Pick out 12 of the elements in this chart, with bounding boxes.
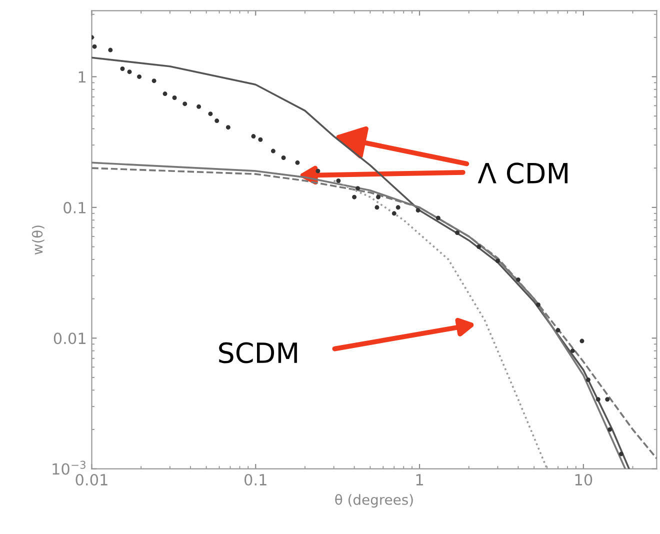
x-axis-title: θ (degrees) [335, 494, 413, 508]
y-tick-label: 0.01 [54, 332, 86, 344]
y-tick-label: 1 [78, 71, 86, 83]
annotation: Λ CDM [478, 162, 568, 184]
x-tick-label: 10 [575, 474, 592, 486]
y-axis-title: w(θ) [32, 226, 44, 255]
x-tick-label: 1 [416, 474, 423, 486]
annotation: SCDM [219, 342, 297, 364]
y-tick-label: 0.1 [64, 202, 86, 214]
y-tick-label: 10$^{−3}$ [52, 460, 86, 475]
x-tick-label: 0.1 [244, 474, 266, 486]
x-tick-label: 0.01 [76, 474, 108, 486]
